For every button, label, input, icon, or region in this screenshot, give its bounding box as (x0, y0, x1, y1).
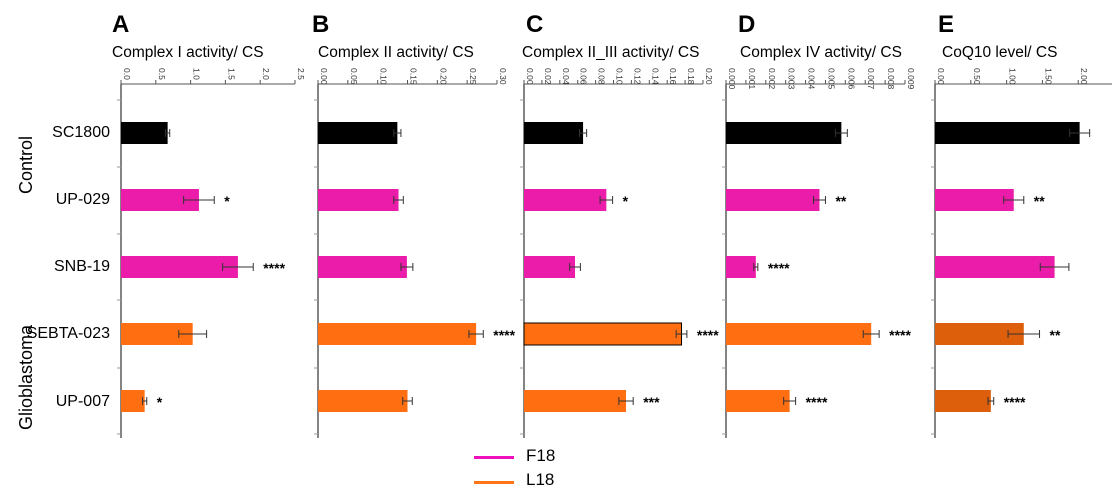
bar-e-1 (935, 189, 1014, 211)
tick-label-a-4: 2.0 (261, 68, 271, 80)
bar-a-1 (121, 189, 199, 211)
tick-label-e-4: 2.00 (1079, 68, 1089, 85)
bar-d-2 (726, 256, 756, 278)
tick-label-d-5: 0.005 (826, 68, 836, 90)
legend-label-f18: F18 (526, 446, 556, 465)
bar-d-0 (726, 122, 842, 144)
tick-label-e-0: 0.00 (936, 68, 946, 85)
significance-c-1: * (623, 193, 629, 209)
bar-c-0 (524, 122, 584, 144)
tick-label-d-9: 0.009 (906, 68, 916, 90)
bar-c-1 (524, 189, 607, 211)
bar-b-0 (318, 122, 398, 144)
tick-label-d-2: 0.002 (767, 68, 777, 90)
tick-label-c-2: 0.04 (561, 68, 571, 85)
tick-label-c-8: 0.16 (668, 68, 678, 85)
bar-b-3 (318, 323, 477, 345)
significance-e-3: ** (1050, 327, 1061, 343)
bar-e-4 (935, 390, 991, 412)
tick-label-b-2: 0.10 (379, 68, 389, 85)
tick-label-c-10: 0.20 (704, 68, 714, 85)
tick-label-a-5: 2.5 (296, 68, 306, 80)
tick-label-b-1: 0.05 (349, 68, 359, 85)
row-label-snb-19: SNB-19 (53, 258, 110, 275)
tick-label-d-3: 0.003 (787, 68, 797, 90)
tick-label-b-3: 0.15 (409, 68, 419, 85)
significance-d-2: **** (768, 260, 790, 276)
tick-label-a-2: 1.0 (192, 68, 202, 80)
significance-d-3: **** (889, 327, 911, 343)
bar-b-4 (318, 390, 408, 412)
tick-label-a-0: 0.0 (122, 68, 132, 80)
significance-a-2: **** (263, 260, 285, 276)
tick-label-b-5: 0.25 (468, 68, 478, 85)
row-label-up-029: UP-029 (55, 191, 110, 208)
panel-letter-e: E (938, 11, 955, 38)
legend-swatch-l18 (474, 481, 514, 484)
tick-label-c-7: 0.14 (650, 68, 660, 85)
tick-label-c-9: 0.18 (686, 68, 696, 85)
bar-e-0 (935, 122, 1080, 144)
tick-label-d-8: 0.008 (886, 68, 896, 90)
tick-label-d-0: 0.000 (727, 68, 737, 90)
tick-label-c-0: 0.00 (525, 68, 535, 85)
bar-c-2 (524, 256, 576, 278)
significance-a-1: * (224, 193, 230, 209)
tick-label-d-6: 0.006 (846, 68, 856, 90)
bar-a-2 (121, 256, 238, 278)
legend-swatch-f18 (474, 456, 514, 459)
panel-title-c: Complex II_III activity/ CS (522, 44, 700, 61)
tick-label-a-3: 1.5 (226, 68, 236, 80)
tick-label-a-1: 0.5 (157, 68, 167, 80)
tick-label-b-4: 0.20 (438, 68, 448, 85)
row-label-up-007: UP-007 (55, 393, 110, 410)
row-label-sebta-023: SEBTA-023 (26, 325, 110, 342)
bar-c-3 (523, 322, 683, 346)
bar-a-3 (121, 323, 193, 345)
significance-e-1: ** (1034, 193, 1045, 209)
significance-d-1: ** (835, 193, 846, 209)
bar-a-0 (121, 122, 168, 144)
panel-title-e: CoQ10 level/ CS (942, 44, 1058, 61)
significance-a-4: * (157, 394, 163, 410)
significance-b-3: **** (493, 327, 515, 343)
significance-c-3: **** (697, 327, 719, 343)
tick-label-c-3: 0.06 (579, 68, 589, 85)
panel-title-a: Complex I activity/ CS (112, 44, 264, 61)
legend-label-l18: L18 (526, 470, 555, 489)
tick-label-e-3: 1.50 (1043, 68, 1053, 85)
tick-label-d-4: 0.004 (807, 68, 817, 90)
tick-label-d-7: 0.007 (866, 68, 876, 90)
panel-title-b: Complex II activity/ CS (318, 44, 474, 61)
row-label-sc1800: SC1800 (52, 124, 110, 141)
tick-label-e-1: 0.50 (972, 68, 982, 85)
significance-d-4: **** (806, 394, 828, 410)
bar-b-2 (318, 256, 407, 278)
bar-d-3 (726, 323, 872, 345)
bar-c-4 (524, 390, 627, 412)
significance-e-4: **** (1004, 394, 1026, 410)
bar-e-3 (935, 323, 1024, 345)
panel-letter-d: D (738, 11, 756, 38)
tick-label-c-6: 0.12 (632, 68, 642, 85)
panel-letter-a: A (112, 11, 130, 38)
tick-label-d-1: 0.001 (747, 68, 757, 90)
bar-e-2 (935, 256, 1055, 278)
tick-label-b-6: 0.30 (498, 68, 508, 85)
bar-d-4 (726, 390, 790, 412)
bar-b-1 (318, 189, 399, 211)
bar-a-4 (121, 390, 145, 412)
panel-letter-b: B (312, 11, 330, 38)
panel-title-d: Complex IV activity/ CS (740, 44, 902, 61)
panel-letter-c: C (526, 11, 544, 38)
tick-label-c-5: 0.10 (615, 68, 625, 85)
bar-d-1 (726, 189, 820, 211)
tick-label-c-4: 0.08 (597, 68, 607, 85)
tick-label-e-2: 1.00 (1008, 68, 1018, 85)
tick-label-b-0: 0.00 (319, 68, 329, 85)
significance-c-4: *** (643, 394, 660, 410)
tick-label-c-1: 0.02 (543, 68, 553, 85)
